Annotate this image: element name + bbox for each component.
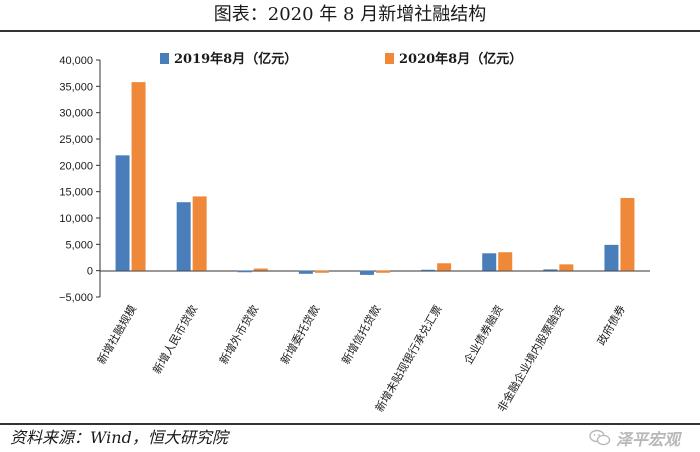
wechat-icon [589,429,611,446]
source-note: 资料来源：Wind，恒大研究院 [10,428,228,447]
category-label: 新增委托贷款 [277,303,322,367]
bar-2020-8 [620,197,635,271]
category-label: 新增未贴现银行承兑汇票 [372,302,445,414]
y-tick-label: 30,000 [59,108,93,120]
bar-2019-8 [604,244,619,271]
category-label: 政府债券 [594,303,628,348]
bar-2020-5 [437,263,452,271]
title-divider [0,30,700,32]
watermark-text: 泽平宏观 [615,430,680,449]
legend-label-2019: 2019年8月（亿元） [174,51,297,67]
category-label: 新增社融规模 [94,303,139,367]
bar-2020-2 [253,268,268,271]
y-tick-label: 25,000 [59,134,93,146]
category-label: 新增人民币贷款 [150,303,201,377]
category-label: 新增外币贷款 [216,303,261,367]
watermark: 泽平宏观 [589,425,680,451]
y-tick-label: 40,000 [59,55,93,67]
category-label: 企业债券融资 [461,303,506,367]
bar-2019-1 [176,202,191,271]
y-tick-label: −5,000 [59,292,93,304]
page-title: 图表：2020 年 8 月新增社融结构 [213,4,487,25]
bar-2020-4 [376,270,390,273]
y-tick-label: 20,000 [59,160,93,172]
bar-2019-4 [360,270,374,275]
bar-2019-3 [298,270,313,274]
legend-label-2020: 2020年8月（亿元） [399,51,522,67]
y-tick-label: 10,000 [59,213,93,225]
y-tick-label: 35,000 [59,81,93,93]
bar-2020-7 [559,264,574,271]
bar-2020-0 [131,82,146,271]
bar-2019-6 [482,253,497,271]
bar-2019-7 [543,269,558,271]
legend-swatch-2020 [385,53,394,64]
category-label: 非金融企业境内股票融资 [494,303,567,415]
legend-swatch-2019 [160,53,169,64]
bar-2019-0 [115,155,130,271]
bar-2020-1 [192,196,207,271]
category-label: 新增信托贷款 [338,303,383,367]
footer-divider [0,423,700,425]
bar-2019-5 [421,269,436,271]
y-tick-label: 5,000 [65,239,93,251]
bar-chart: 40,000 35,000 30,000 25,000 20,000 15,000 10,0… [59,51,650,415]
bar-2020-3 [314,270,329,273]
y-tick-label: 15,000 [59,187,93,199]
y-tick-label: 0 [87,266,93,278]
bar-2020-6 [498,252,513,271]
bar-2019-2 [237,270,252,273]
